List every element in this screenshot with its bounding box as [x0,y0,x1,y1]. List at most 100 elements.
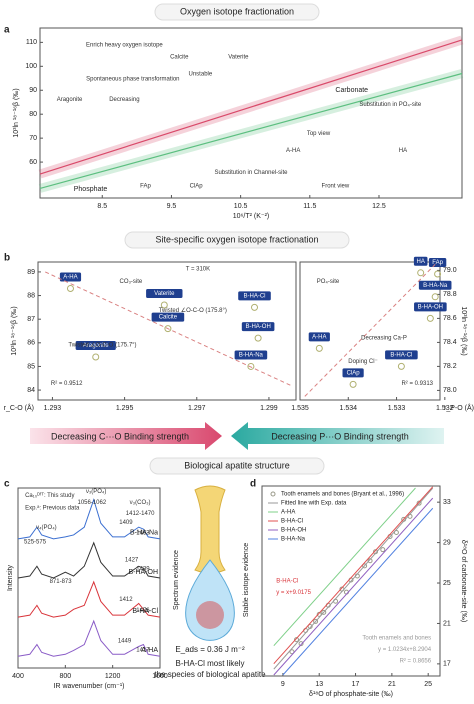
point [251,303,259,311]
conclusion: the species of biological apatite [154,670,266,679]
plot-frame [261,485,441,677]
point-label: HA [417,259,425,265]
x-tick-label: 9.5 [167,203,177,210]
x-tick-label: 10.5 [234,203,248,210]
point-label: B-HA-OH [245,324,270,330]
conclusion: B-HA-Cl most likely [176,659,245,668]
x-tick-label: 800 [59,673,71,680]
point-label: B-HA-OH [418,304,443,310]
panel-label: b [4,253,10,264]
point [247,362,255,370]
y-tick-label: 60 [29,159,37,166]
series-label: Phosphate [74,186,108,193]
annotation: 1412 [119,597,133,603]
label-box [418,280,452,290]
annotation: 871-873 [50,579,73,585]
y-tick-label: 70 [29,135,37,142]
annotation: Unstable [189,71,213,77]
annotation: PO₄-site [317,279,340,285]
x-tick-label: 1.293 [44,405,62,412]
y-tick-label: 79.0 [443,267,457,274]
x-tick-label: 400 [12,673,24,680]
point [349,380,357,388]
legend-label: B-HA-Cl [281,519,303,525]
annotation: Substitution in Channel-site [214,170,288,176]
panel-label: a [4,25,10,36]
label-box [342,368,364,378]
legend-label: Tooth enamels and bones (Bryant et al., … [281,492,404,498]
series-line [273,497,434,676]
point [397,362,405,370]
x-tick-label: 1.297 [188,405,206,412]
panel-label: c [4,479,10,490]
annotation: Enrich heavy oxygen isotope [86,43,163,49]
legend-label: B-HA-OH [281,528,306,534]
annotation: T = 310K [186,266,210,272]
point [315,344,323,352]
annotation: 1453 [136,531,150,537]
series-line [45,271,291,386]
x-tick-label: 12.5 [372,203,386,210]
annotation: Calcite [170,54,189,60]
label-box [413,256,428,266]
annotation: 1476 [136,608,150,614]
point [294,637,300,643]
point [380,547,386,553]
annotation: 525-575 [24,540,47,546]
point-label: B-HA-Na [423,283,448,289]
annotation: 1417 [136,648,150,654]
annotation: FAp [140,184,151,190]
x-axis-label: r_C-O (Å) [4,403,34,412]
series-line [17,541,161,579]
y-tick-label: 80 [29,111,37,118]
annotation: R² = 0.9512 [51,381,83,387]
point [164,325,172,333]
y-axis-label: 10³ln ¹⁸⁻¹⁶β (‰) [460,306,467,355]
point [313,618,319,624]
x-tick-label: 1.532 [436,405,454,412]
y-tick-label: 84 [27,387,35,394]
plot-frame [37,261,297,401]
panel-label: d [250,479,256,490]
series-line [273,486,434,665]
annotation: HA [399,148,407,154]
annotation: Twisted ∠O-C-O (175.8°) [159,307,227,314]
series-line [17,498,161,540]
annotation: Decreasing Ca-P [361,335,407,341]
x-tick-label: 1.535 [291,405,309,412]
plot-frame [39,27,463,199]
x-axis-label: δ¹⁸O of phosphate-site (‰) [309,691,393,698]
y-tick-label: 78.8 [443,291,457,298]
point-label: FAp [432,260,443,266]
annotation: Doping Cl⁻ [348,359,378,365]
label-box [241,322,275,332]
x-tick-label: 11.5 [303,203,316,210]
section-box [124,231,350,249]
annotation: ν₄(PO₄) [36,525,57,531]
x-tick-label: 17 [352,681,360,688]
annotation: 1412-1470 [126,511,155,517]
series-line [39,39,463,175]
series-line [17,580,161,618]
point-label: Calcite [159,315,178,321]
plot-frame [299,261,441,401]
legend-label: Fitted line with Exp. data [281,501,347,507]
y-tick-label: 21 [443,620,451,627]
label-box [308,332,330,342]
annotation: 1056-1062 [77,500,106,506]
y-tick-label: 78.0 [443,387,457,394]
series-label: A-HA [141,647,158,654]
annotation: 1427 [125,558,139,564]
annotation: y = x+9.0175 [276,590,311,596]
x-tick-label: 21 [388,681,396,688]
point-label: ClAp [347,370,361,376]
annotation: Vaterite [228,54,249,60]
x-tick-label: 1.534 [340,405,358,412]
series-label: Carbonate [335,87,368,94]
y-tick-label: 87 [27,316,35,323]
evidence-label: Spectrum evidence [173,550,180,610]
annotation: Ca₁₀ᴰᶠᵀ: This study [25,492,74,499]
annotation: B-HA-Cl [276,579,298,585]
point [298,641,304,647]
